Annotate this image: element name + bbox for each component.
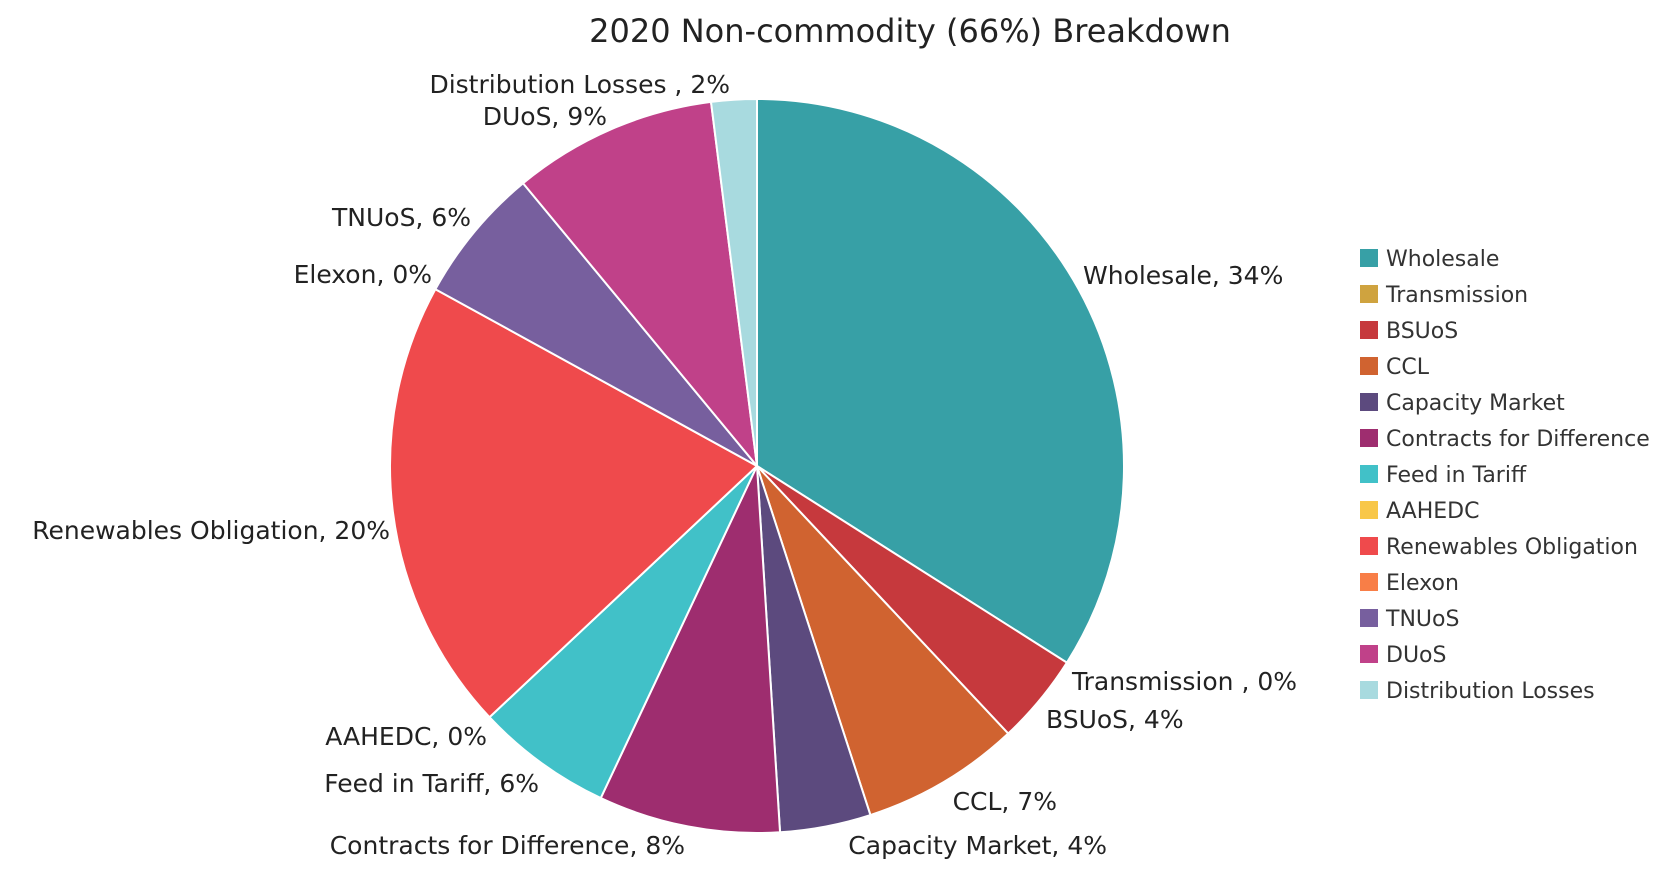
legend-item-contracts-for-difference[interactable]: Contracts for Difference	[1360, 427, 1650, 452]
legend-label-elexon: Elexon	[1386, 571, 1459, 596]
slice-label-duos: DUoS, 9%	[483, 102, 607, 131]
slice-label-feed-in-tariff: Feed in Tariff, 6%	[324, 769, 539, 798]
legend-label-duos: DUoS	[1386, 643, 1446, 668]
legend-item-bsuos[interactable]: BSUoS	[1360, 319, 1458, 344]
legend-item-duos[interactable]: DUoS	[1360, 643, 1446, 668]
legend-label-ccl: CCL	[1386, 355, 1430, 380]
legend-label-tnuos: TNUoS	[1385, 607, 1459, 632]
legend-label-bsuos: BSUoS	[1386, 319, 1458, 344]
legend-swatch-wholesale	[1360, 249, 1378, 267]
legend-item-feed-in-tariff[interactable]: Feed in Tariff	[1360, 463, 1527, 488]
legend-label-transmission: Transmission	[1385, 283, 1528, 308]
legend-item-ccl[interactable]: CCL	[1360, 355, 1430, 380]
slice-label-wholesale: Wholesale, 34%	[1083, 261, 1283, 290]
chart-title: 2020 Non-commodity (66%) Breakdown	[589, 12, 1231, 50]
legend-item-distribution-losses[interactable]: Distribution Losses	[1360, 679, 1595, 704]
pie-slice-duos[interactable]	[521, 100, 759, 470]
pie-slice-feed-in-tariff[interactable]	[488, 465, 758, 800]
legend-swatch-elexon	[1360, 573, 1378, 591]
legend-swatch-duos	[1360, 645, 1378, 663]
slice-label-capacity-market: Capacity Market, 4%	[848, 831, 1107, 860]
pie-slice-wholesale[interactable]	[756, 97, 1125, 665]
legend-label-capacity-market: Capacity Market	[1386, 391, 1565, 416]
slice-labels: Wholesale, 34% Transmission , 0% BSUoS, 4%…	[32, 70, 1297, 860]
legend-item-tnuos[interactable]: TNUoS	[1360, 607, 1459, 632]
legend-swatch-aahedc	[1360, 501, 1378, 519]
legend-swatch-renewables-obligation	[1360, 537, 1378, 555]
legend-label-wholesale: Wholesale	[1386, 247, 1499, 272]
legend-item-renewables-obligation[interactable]: Renewables Obligation	[1360, 535, 1638, 560]
legend-item-transmission[interactable]: Transmission	[1360, 283, 1528, 308]
pie-slice-renewables-obligation[interactable]	[389, 287, 759, 719]
legend-label-renewables-obligation: Renewables Obligation	[1386, 535, 1638, 560]
legend-swatch-capacity-market	[1360, 393, 1378, 411]
legend-swatch-tnuos	[1360, 609, 1378, 627]
legend-swatch-distribution-losses	[1360, 681, 1378, 699]
legend-label-aahedc: AAHEDC	[1386, 499, 1479, 524]
slice-label-aahedc: AAHEDC, 0%	[325, 722, 487, 751]
legend: Wholesale Transmission BSUoS CCL Capacity Ma…	[1360, 247, 1650, 704]
pie-slice-tnuos[interactable]	[434, 181, 758, 467]
legend-item-aahedc[interactable]: AAHEDC	[1360, 499, 1479, 524]
legend-item-wholesale[interactable]: Wholesale	[1360, 247, 1499, 272]
legend-swatch-bsuos	[1360, 321, 1378, 339]
slice-label-distribution-losses: Distribution Losses , 2%	[429, 70, 730, 99]
slice-label-transmission: Transmission , 0%	[1071, 667, 1297, 696]
legend-swatch-transmission	[1360, 285, 1378, 303]
slice-label-renewables-obligation: Renewables Obligation, 20%	[32, 516, 390, 545]
legend-label-distribution-losses: Distribution Losses	[1386, 679, 1595, 704]
slice-label-tnuos: TNUoS, 6%	[331, 203, 471, 232]
slice-label-bsuos: BSUoS, 4%	[1046, 705, 1184, 734]
legend-item-elexon[interactable]: Elexon	[1360, 571, 1459, 596]
pie-slice-contracts-for-difference[interactable]	[599, 465, 782, 834]
legend-label-contracts-for-difference: Contracts for Difference	[1386, 427, 1650, 452]
legend-swatch-contracts-for-difference	[1360, 429, 1378, 447]
pie-slices	[389, 97, 1125, 834]
slice-label-contracts-for-difference: Contracts for Difference, 8%	[330, 831, 685, 860]
slice-label-elexon: Elexon, 0%	[294, 260, 432, 289]
pie-slice-ccl[interactable]	[756, 465, 1010, 817]
slice-label-ccl: CCL, 7%	[953, 787, 1057, 816]
legend-swatch-feed-in-tariff	[1360, 465, 1378, 483]
legend-label-feed-in-tariff: Feed in Tariff	[1386, 463, 1527, 488]
legend-swatch-ccl	[1360, 357, 1378, 375]
pie-slice-distribution-losses[interactable]	[709, 97, 758, 467]
legend-item-capacity-market[interactable]: Capacity Market	[1360, 391, 1565, 416]
